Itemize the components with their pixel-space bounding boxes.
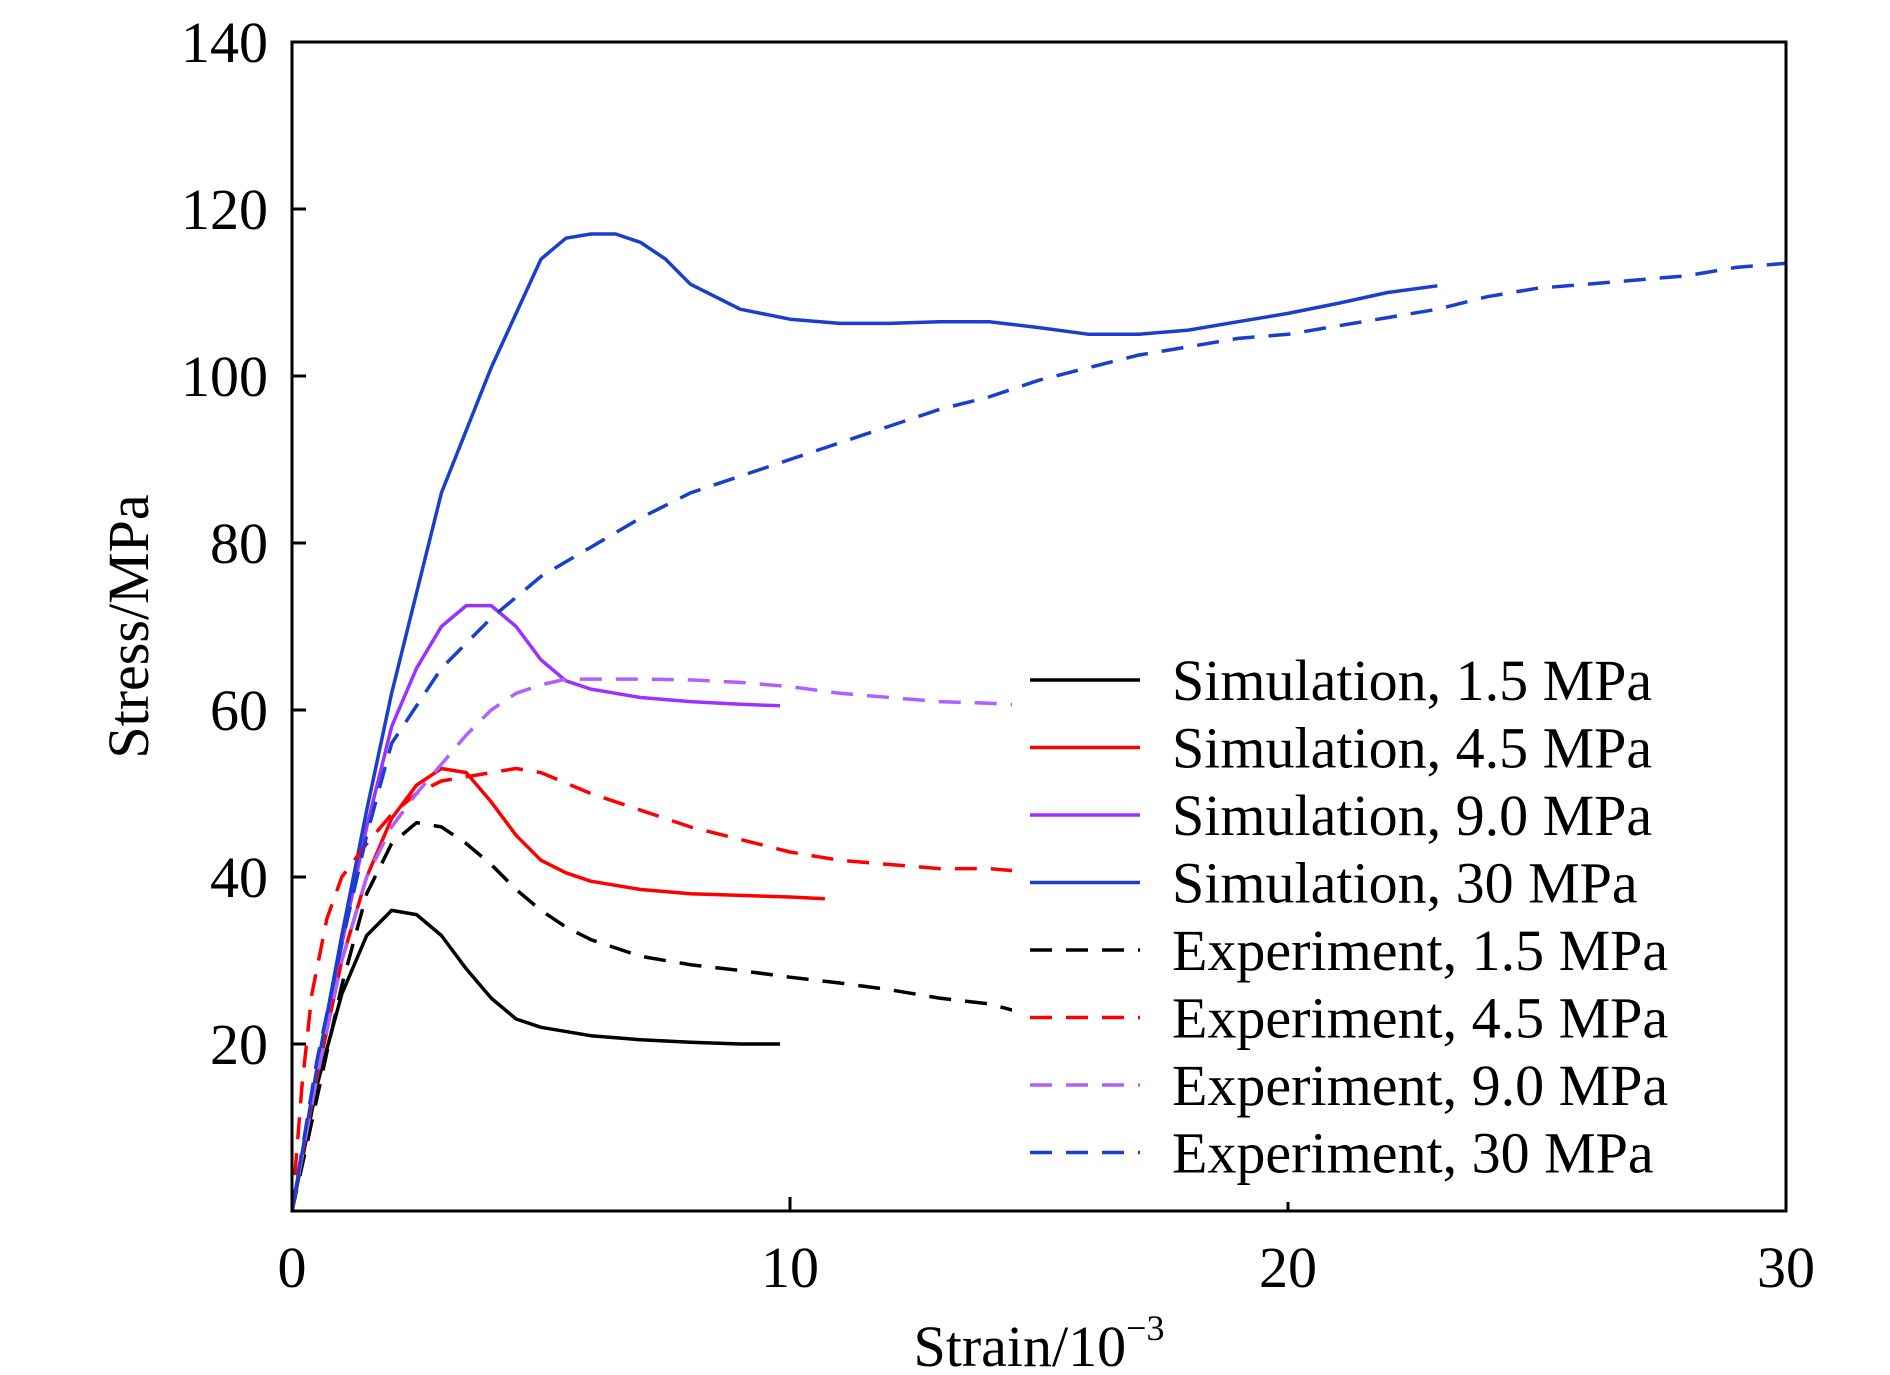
y-tick-label: 80	[210, 511, 268, 576]
y-axis-title: Stress/MPa	[96, 494, 161, 758]
axis-ticks: 0 10 20 30 20 40 60 80 100 120 140	[181, 10, 1815, 1300]
series-layer	[292, 232, 1786, 1211]
legend-label: Experiment, 4.5 MPa	[1172, 986, 1668, 1051]
legend-background	[1012, 642, 1782, 1202]
x-tick-label: 10	[761, 1235, 819, 1300]
y-tick-label: 20	[210, 1012, 268, 1077]
legend-label: Simulation, 1.5 MPa	[1172, 648, 1652, 713]
y-tick-label: 120	[181, 177, 268, 242]
series-line-experiment-9-0-mpa	[292, 677, 1040, 1211]
x-tick-label: 20	[1259, 1235, 1317, 1300]
legend-label: Experiment, 1.5 MPa	[1172, 918, 1668, 983]
y-tick-label: 40	[210, 845, 268, 910]
plot-area-frame	[290, 40, 1788, 1213]
x-tick-label: 0	[278, 1235, 307, 1300]
x-axis-title: Strain/10−3	[914, 1308, 1165, 1375]
series-line-experiment-30-mpa	[292, 261, 1786, 1211]
legend-label: Experiment, 30 MPa	[1172, 1121, 1654, 1186]
y-tick-label: 140	[181, 10, 268, 75]
series-line-experiment-4-5-mpa	[292, 766, 1040, 1211]
legend-label: Simulation, 30 MPa	[1172, 851, 1638, 916]
y-tick-label: 60	[210, 678, 268, 743]
x-axis-title-exponent: −3	[1126, 1308, 1164, 1348]
legend-label: Simulation, 4.5 MPa	[1172, 716, 1652, 781]
x-tick-label: 30	[1757, 1235, 1815, 1300]
y-tick-label: 100	[181, 344, 268, 409]
series-line-experiment-1-5-mpa	[292, 820, 1015, 1211]
series-line-simulation-1-5-mpa	[292, 908, 780, 1211]
legend-label: Experiment, 9.0 MPa	[1172, 1053, 1668, 1118]
legend-label: Simulation, 9.0 MPa	[1172, 783, 1652, 848]
series-line-simulation-30-mpa	[292, 232, 1438, 1211]
series-line-simulation-4-5-mpa	[292, 766, 825, 1211]
series-line-simulation-9-0-mpa	[292, 603, 781, 1211]
